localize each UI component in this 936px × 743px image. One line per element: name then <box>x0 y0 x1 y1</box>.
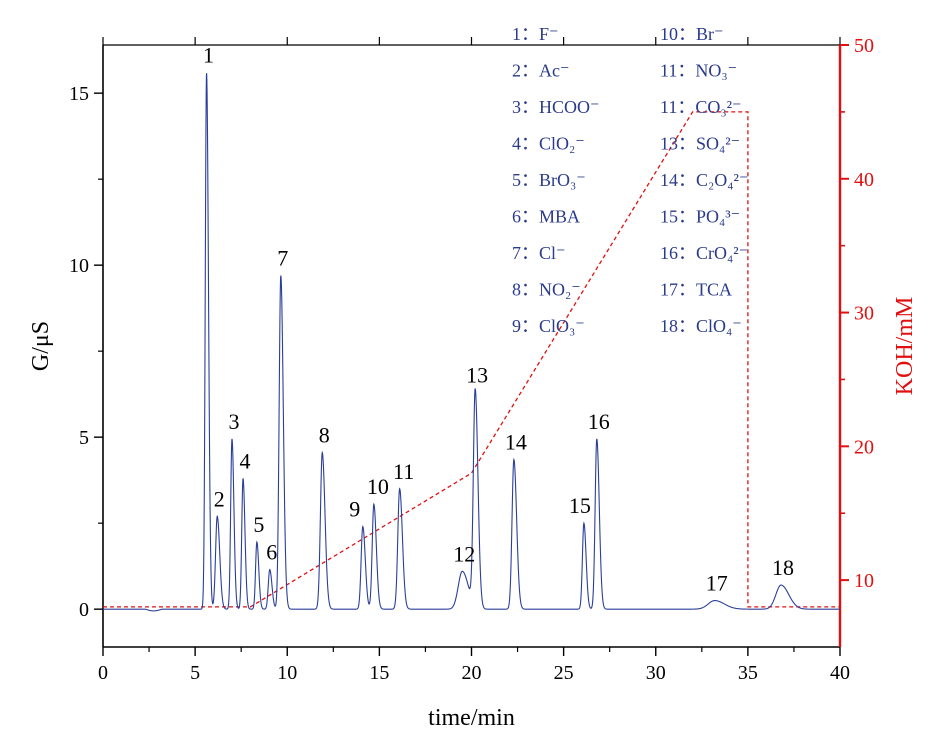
legend-entry: 14：C₂O₄²⁻ <box>660 170 748 190</box>
y-tick-label: 0 <box>79 599 89 621</box>
chromatogram-trace <box>103 73 840 612</box>
y2-tick-label: 50 <box>854 35 874 57</box>
y2-axis-title: KOH/mM <box>892 297 918 396</box>
legend-entry: 1：F⁻ <box>512 24 559 44</box>
gradient-layer <box>103 111 840 608</box>
x-axis-title: time/min <box>428 705 515 731</box>
y-tick-label: 5 <box>79 427 89 449</box>
x-tick-label: 0 <box>98 662 108 684</box>
peak-label: 12 <box>453 541 475 566</box>
legend-entry: 9：ClO₃⁻ <box>512 316 585 336</box>
peak-label: 16 <box>588 409 610 434</box>
y2-tick-label: 40 <box>854 169 874 191</box>
legend-entry: 3：HCOO⁻ <box>512 97 600 117</box>
peak-label: 14 <box>505 430 527 455</box>
y-tick-label: 15 <box>69 83 89 105</box>
peak-label: 5 <box>253 512 264 537</box>
legend-entry: 8：NO₂⁻ <box>512 280 581 300</box>
axes-layer: 0 5 10 15 20 25 30 35 400510151020304050time/min… <box>28 35 918 731</box>
peak-label: 11 <box>393 459 414 484</box>
y-tick-label: 10 <box>69 255 89 277</box>
legend-entry: 10：Br⁻ <box>660 24 724 44</box>
legend-entry: 7：Cl⁻ <box>512 243 566 263</box>
peak-label: 8 <box>319 423 330 448</box>
x-tick-label: 25 <box>554 662 574 684</box>
peak-label: 10 <box>367 474 389 499</box>
legend-entry: 11：NO₃⁻ <box>660 61 737 81</box>
x-tick-label: 5 <box>190 662 200 684</box>
y-axis-title: G/μS <box>28 321 54 371</box>
legend-entry: 11：CO₃²⁻ <box>660 97 742 117</box>
legend-entry: 5：BrO₃⁻ <box>512 170 586 190</box>
peak-label: 18 <box>772 555 794 580</box>
peak-label: 7 <box>277 245 288 270</box>
x-tick-label: 10 <box>277 662 297 684</box>
x-tick-label: 35 <box>738 662 758 684</box>
peak-label: 9 <box>349 497 360 522</box>
peak-label: 4 <box>240 448 251 473</box>
x-tick-label: 40 <box>830 662 850 684</box>
legend-entry: 18：ClO₄⁻ <box>660 316 742 336</box>
legend-entry: 2：Ac⁻ <box>512 61 570 81</box>
peak-label: 2 <box>214 486 225 511</box>
peak-label: 15 <box>569 493 591 518</box>
peak-label: 1 <box>203 43 214 68</box>
koh-gradient-line <box>103 111 840 608</box>
y2-tick-label: 10 <box>854 570 874 592</box>
x-tick-label: 30 <box>646 662 666 684</box>
legend-entry: 4：ClO₂⁻ <box>512 134 585 154</box>
peak-label: 17 <box>706 571 728 596</box>
y2-tick-label: 30 <box>854 303 874 325</box>
legend-entry: 16：CrO₄²⁻ <box>660 243 748 263</box>
legend-entry: 6：MBA <box>512 207 580 227</box>
peak-label: 13 <box>466 362 488 387</box>
y2-tick-label: 20 <box>854 436 874 458</box>
x-tick-label: 20 <box>462 662 482 684</box>
legend-entry: 17：TCA <box>660 280 732 300</box>
x-tick-label: 15 <box>369 662 389 684</box>
trace-layer <box>103 73 840 612</box>
peak-label: 6 <box>266 540 277 565</box>
legend-layer: 1：F⁻ 2：Ac⁻ 3：HCOO⁻ 4：ClO₂⁻ 5：BrO₃⁻ 6：MBA 7：Cl⁻… <box>512 24 748 336</box>
legend-entry: 13：SO₄²⁻ <box>660 134 740 154</box>
legend-entry: 15：PO₄³⁻ <box>660 207 740 227</box>
peak-label: 3 <box>228 409 239 434</box>
